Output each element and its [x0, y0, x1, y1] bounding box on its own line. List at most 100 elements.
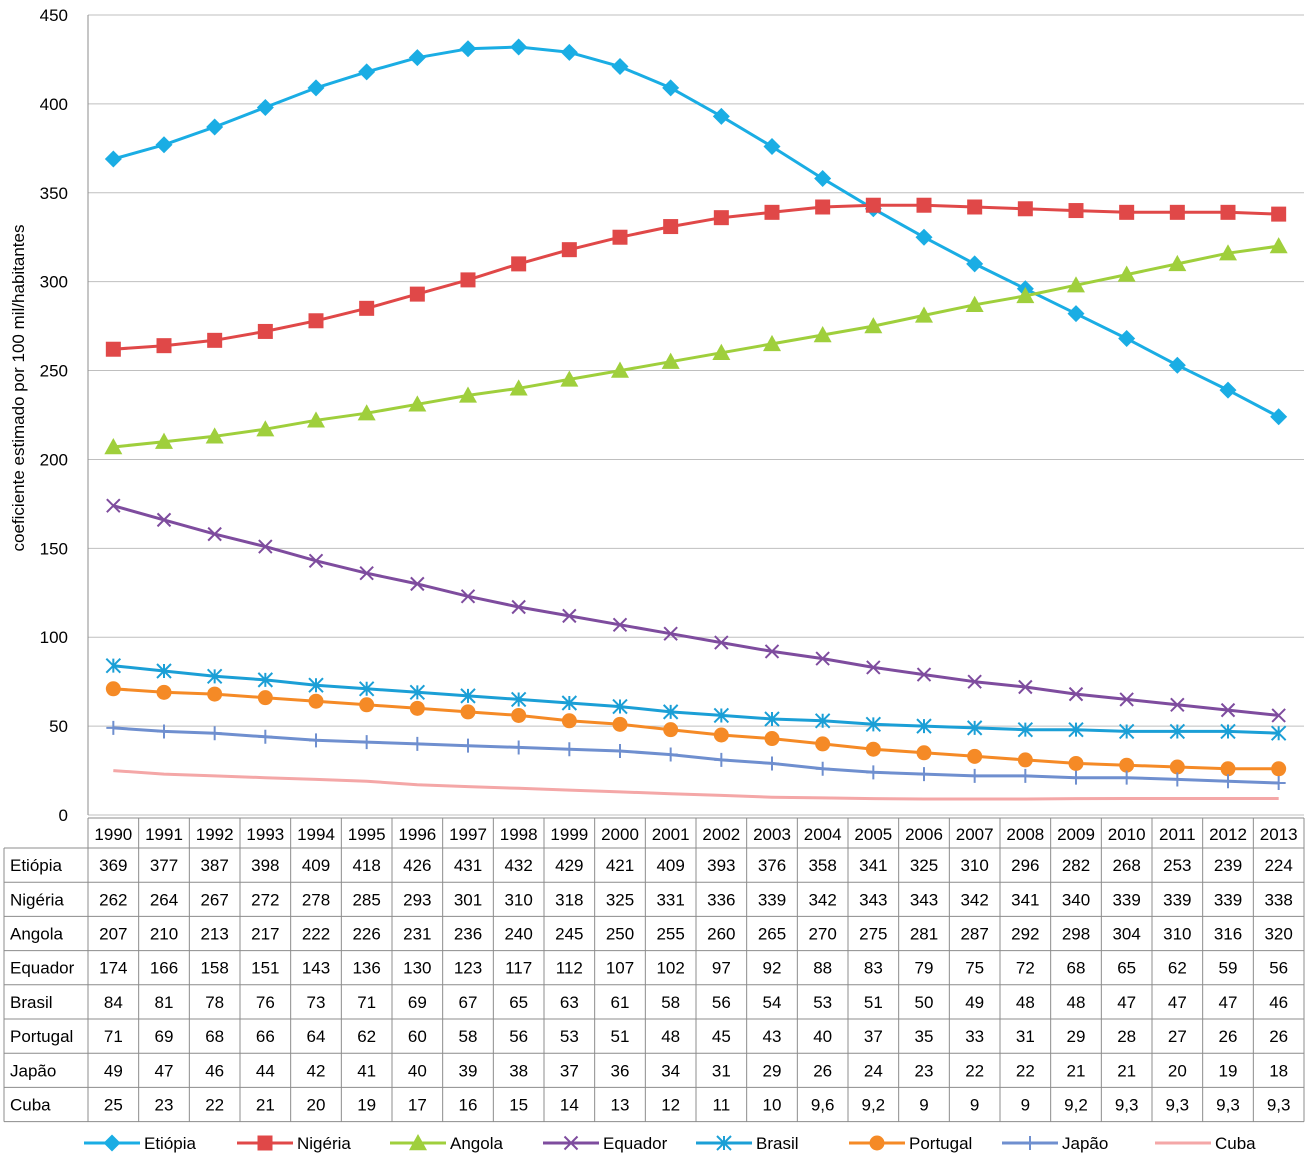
data-point-japao — [1221, 774, 1235, 789]
data-point-brasil — [612, 698, 628, 715]
data-point-portugal — [1119, 757, 1135, 773]
series-line-angola — [113, 244, 1279, 449]
data-point-nigeria — [359, 300, 375, 316]
data-point-portugal — [764, 731, 780, 747]
data-point-portugal — [105, 681, 121, 697]
y-tick-label: 200 — [40, 450, 68, 469]
data-label: 262 — [99, 890, 127, 909]
x-tick-label: 2008 — [1006, 825, 1044, 844]
data-label: 341 — [859, 856, 887, 875]
data-point-angola — [1117, 265, 1136, 282]
data-label: 53 — [813, 993, 832, 1012]
data-label: 217 — [251, 925, 279, 944]
data-point-nigeria — [1220, 204, 1236, 220]
data-label: 17 — [408, 1096, 427, 1115]
data-label: 268 — [1112, 856, 1140, 875]
data-label: 21 — [1067, 1061, 1086, 1080]
x-tick-label: 1991 — [145, 825, 183, 844]
data-point-portugal — [409, 700, 425, 716]
series-line-etiopia — [112, 45, 1280, 419]
table-row-label: Nigéria — [10, 890, 64, 909]
data-label: 92 — [763, 959, 782, 978]
data-label: 22 — [1016, 1061, 1035, 1080]
data-label: 340 — [1062, 890, 1090, 909]
data-point-nigeria — [257, 323, 273, 339]
data-label: 9,3 — [1166, 1096, 1190, 1115]
series-japao — [106, 720, 1286, 790]
data-label: 231 — [403, 925, 431, 944]
x-tick-label: 2002 — [702, 825, 740, 844]
data-label: 9,3 — [1267, 1096, 1291, 1115]
data-label: 43 — [763, 1027, 782, 1046]
data-label: 9,2 — [1064, 1096, 1088, 1115]
data-label: 398 — [251, 856, 279, 875]
legend-item-angola: Angola — [390, 1134, 503, 1153]
data-point-nigeria — [460, 272, 476, 288]
data-label: 316 — [1214, 925, 1242, 944]
data-label: 45 — [712, 1027, 731, 1046]
data-label: 336 — [707, 890, 735, 909]
legend-marker — [869, 1135, 885, 1151]
legend-marker — [257, 1135, 273, 1151]
legend-marker — [103, 1134, 121, 1152]
data-point-portugal — [359, 697, 375, 713]
table-row-label: Etiópia — [10, 856, 63, 875]
x-tick-label: 1992 — [196, 825, 234, 844]
legend-item-japao: Japão — [1002, 1134, 1108, 1153]
data-point-equador — [1271, 708, 1286, 723]
data-point-portugal — [967, 748, 983, 764]
data-label: 341 — [1011, 890, 1039, 909]
data-label: 281 — [910, 925, 938, 944]
data-point-etiopia — [814, 170, 832, 188]
data-point-portugal — [663, 722, 679, 738]
data-label: 28 — [1117, 1027, 1136, 1046]
data-label: 339 — [758, 890, 786, 909]
data-point-etiopia — [915, 228, 933, 246]
data-point-brasil — [1270, 725, 1287, 741]
data-label: 37 — [560, 1061, 579, 1080]
data-point-nigeria — [207, 332, 223, 348]
y-axis: 0 50 100 150 200 250 300 350 400 450 — [40, 6, 89, 825]
series-etiopia — [104, 38, 1288, 426]
data-label: 23 — [155, 1096, 174, 1115]
data-label: 48 — [1067, 993, 1086, 1012]
data-point-angola — [813, 326, 832, 343]
data-point-nigeria — [1169, 204, 1185, 220]
data-point-etiopia — [510, 38, 528, 56]
data-point-etiopia — [104, 150, 122, 168]
data-label: 287 — [960, 925, 988, 944]
data-point-angola — [1067, 276, 1085, 293]
data-label: 71 — [357, 993, 376, 1012]
data-label: 310 — [504, 890, 532, 909]
table-row-label: Cuba — [10, 1096, 51, 1115]
data-point-equador — [106, 498, 121, 513]
data-point-equador — [511, 599, 526, 615]
data-point-angola — [104, 438, 123, 455]
data-point-portugal — [1220, 761, 1236, 777]
data-point-angola — [864, 317, 883, 334]
data-point-nigeria — [865, 197, 881, 213]
data-label: 25 — [104, 1096, 123, 1115]
data-label: 49 — [965, 993, 984, 1012]
series-line-equador — [112, 504, 1279, 717]
data-point-equador — [359, 566, 374, 581]
data-label: 16 — [459, 1096, 478, 1115]
data-label: 48 — [1016, 993, 1035, 1012]
data-point-equador — [562, 608, 577, 624]
data-point-japao — [967, 768, 982, 783]
data-label: 31 — [712, 1061, 731, 1080]
data-label: 325 — [910, 856, 938, 875]
data-point-brasil — [814, 713, 831, 729]
x-tick-label: 1999 — [550, 825, 588, 844]
data-point-etiopia — [459, 40, 477, 58]
data-label: 69 — [408, 993, 427, 1012]
data-point-brasil — [1017, 721, 1034, 738]
data-label: 68 — [205, 1027, 224, 1046]
data-label: 71 — [104, 1027, 123, 1046]
data-label: 59 — [1219, 959, 1238, 978]
data-label: 15 — [509, 1096, 528, 1115]
y-tick-label: 0 — [59, 806, 68, 825]
data-label: 9,3 — [1216, 1096, 1240, 1115]
data-point-angola — [1219, 244, 1237, 261]
data-label: 51 — [864, 993, 883, 1012]
